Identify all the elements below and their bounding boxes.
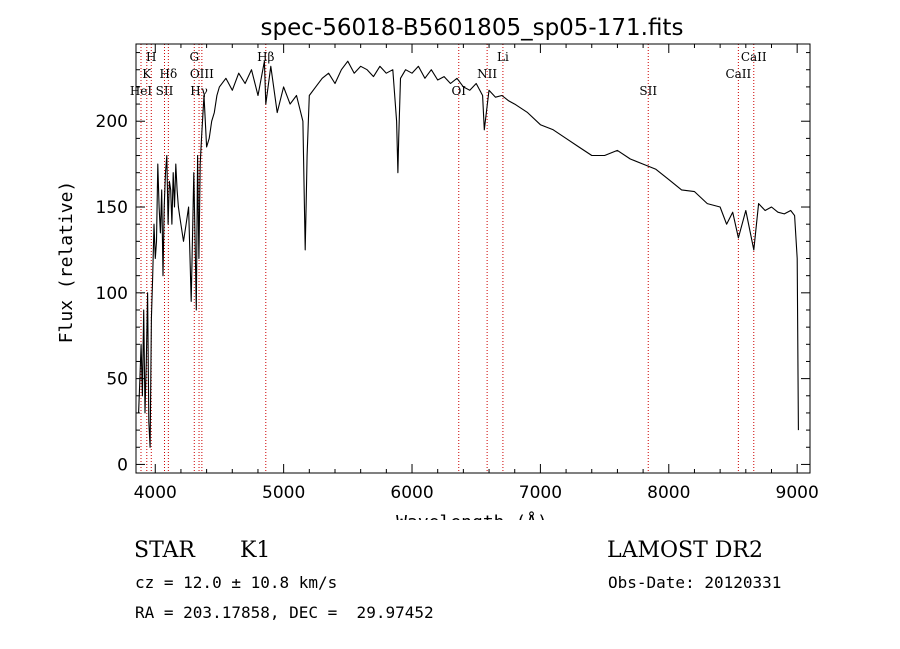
line-marker-label: CaII <box>725 67 751 81</box>
spectrum-chart: spec-56018-B5601805_sp05-171.fits HeI KH S… <box>56 15 819 520</box>
spectrum-line <box>138 60 799 448</box>
x-tick-label: 5000 <box>262 483 305 503</box>
line-marker-label: CaII <box>741 50 767 64</box>
obs-date-text: Obs-Date: 20120331 <box>608 573 782 592</box>
x-tick-label: 9000 <box>776 483 819 503</box>
survey-label: LAMOST DR2 <box>607 538 763 563</box>
x-tick-label: 7000 <box>519 483 562 503</box>
y-axis-label: Flux (relative) <box>56 181 77 344</box>
x-tick-label: 8000 <box>647 483 690 503</box>
y-tick-label: 150 <box>96 198 128 218</box>
x-tick-label: 6000 <box>390 483 433 503</box>
x-axis-label: Wavelength (Å) <box>396 511 548 520</box>
line-marker-label: G <box>189 50 199 64</box>
plot-frame <box>135 43 811 474</box>
line-marker-label: Hδ <box>160 67 178 81</box>
chart-title: spec-56018-B5601805_sp05-171.fits <box>261 15 684 41</box>
line-marker-label: Hβ <box>257 50 274 64</box>
x-tick-label: 4000 <box>134 483 177 503</box>
plot-area <box>138 60 799 448</box>
line-marker-label: OI <box>451 84 466 98</box>
line-marker-label: NII <box>477 67 497 81</box>
y-tick-label: 200 <box>96 112 128 132</box>
line-marker-label: Li <box>497 50 509 64</box>
axes: 4000 5000 6000 7000 8000 9000 0 50 100 150 200 <box>96 43 819 503</box>
y-tick-label: 50 <box>106 370 128 390</box>
line-marker-label: HeI <box>130 84 153 98</box>
line-marker-label: Hγ <box>190 84 208 98</box>
velocity-text: cz = 12.0 ± 10.8 km/s <box>135 573 338 592</box>
line-marker-label: SII <box>156 84 174 98</box>
line-marker-label: SII <box>639 84 657 98</box>
y-tick-label: 100 <box>96 284 128 304</box>
subclass-label: K1 <box>240 538 271 563</box>
line-marker-label: H <box>146 50 156 64</box>
coordinates-text: RA = 203.17858, DEC = 29.97452 <box>135 603 434 622</box>
y-tick-label: 0 <box>117 455 128 475</box>
line-marker-label: OIII <box>190 67 214 81</box>
line-marker-label: K <box>142 67 152 81</box>
class-label: STAR <box>134 538 195 563</box>
